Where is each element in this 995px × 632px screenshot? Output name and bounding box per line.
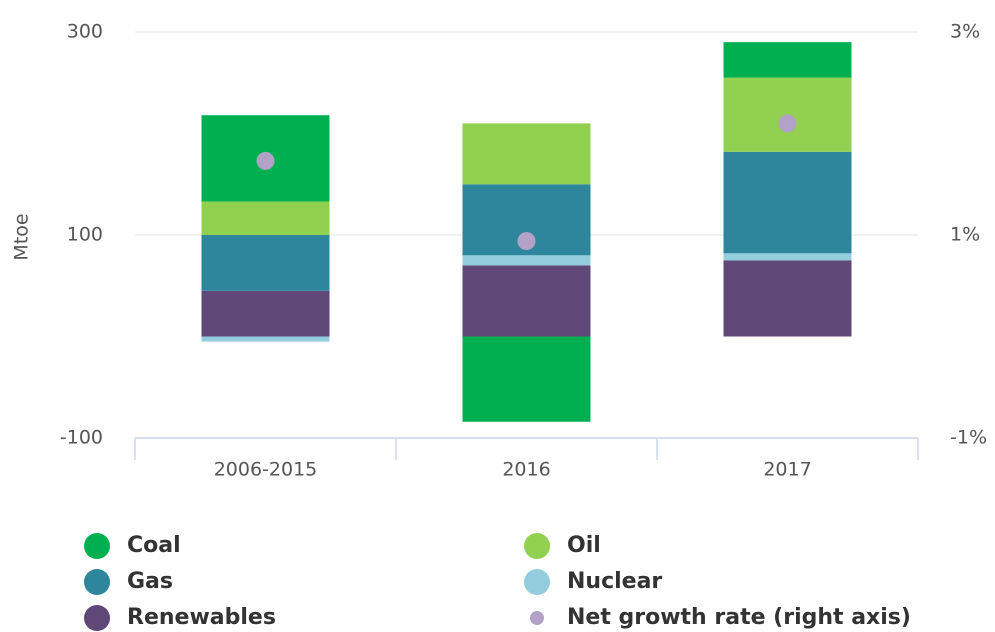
legend-label: Nuclear	[567, 569, 662, 594]
bar-segment	[462, 336, 591, 422]
bar-segment	[723, 253, 852, 261]
x-tick-label: 2006-2015	[214, 459, 318, 481]
legend-marker	[84, 569, 110, 595]
growth-dot	[256, 151, 275, 170]
legend-marker	[84, 533, 110, 559]
bar-segment	[462, 265, 591, 337]
bar-segment	[462, 123, 591, 185]
bar-segment	[723, 151, 852, 254]
legend-label: Oil	[567, 533, 601, 558]
legend-marker	[84, 605, 110, 631]
x-tick-label: 2016	[502, 459, 550, 481]
growth-dot	[517, 232, 536, 251]
legend-label: Gas	[127, 569, 173, 594]
bar-segment	[723, 260, 852, 337]
y-axis-label: Mtoe	[11, 213, 33, 260]
legend-label: Net growth rate (right axis)	[567, 605, 911, 630]
y-tick-label: 100	[67, 224, 103, 246]
legend-label: Renewables	[127, 605, 276, 630]
x-tick-label: 2017	[763, 459, 811, 481]
y2-tick-label: -1%	[950, 427, 987, 449]
legend-label: Coal	[127, 533, 181, 558]
legend-marker	[524, 569, 550, 595]
bar-segment	[201, 290, 330, 337]
bar-segment	[462, 255, 591, 266]
bar-segment	[201, 336, 330, 342]
growth-dot	[778, 114, 797, 133]
legend-marker	[524, 533, 550, 559]
legend-marker	[530, 611, 544, 625]
y-tick-label: -100	[60, 427, 103, 449]
y-tick-label: 300	[67, 21, 103, 43]
bar-segment	[201, 201, 330, 235]
y2-tick-label: 3%	[950, 21, 980, 43]
bar-segment	[201, 235, 330, 291]
y2-tick-label: 1%	[950, 224, 980, 246]
bar-segment	[723, 42, 852, 78]
